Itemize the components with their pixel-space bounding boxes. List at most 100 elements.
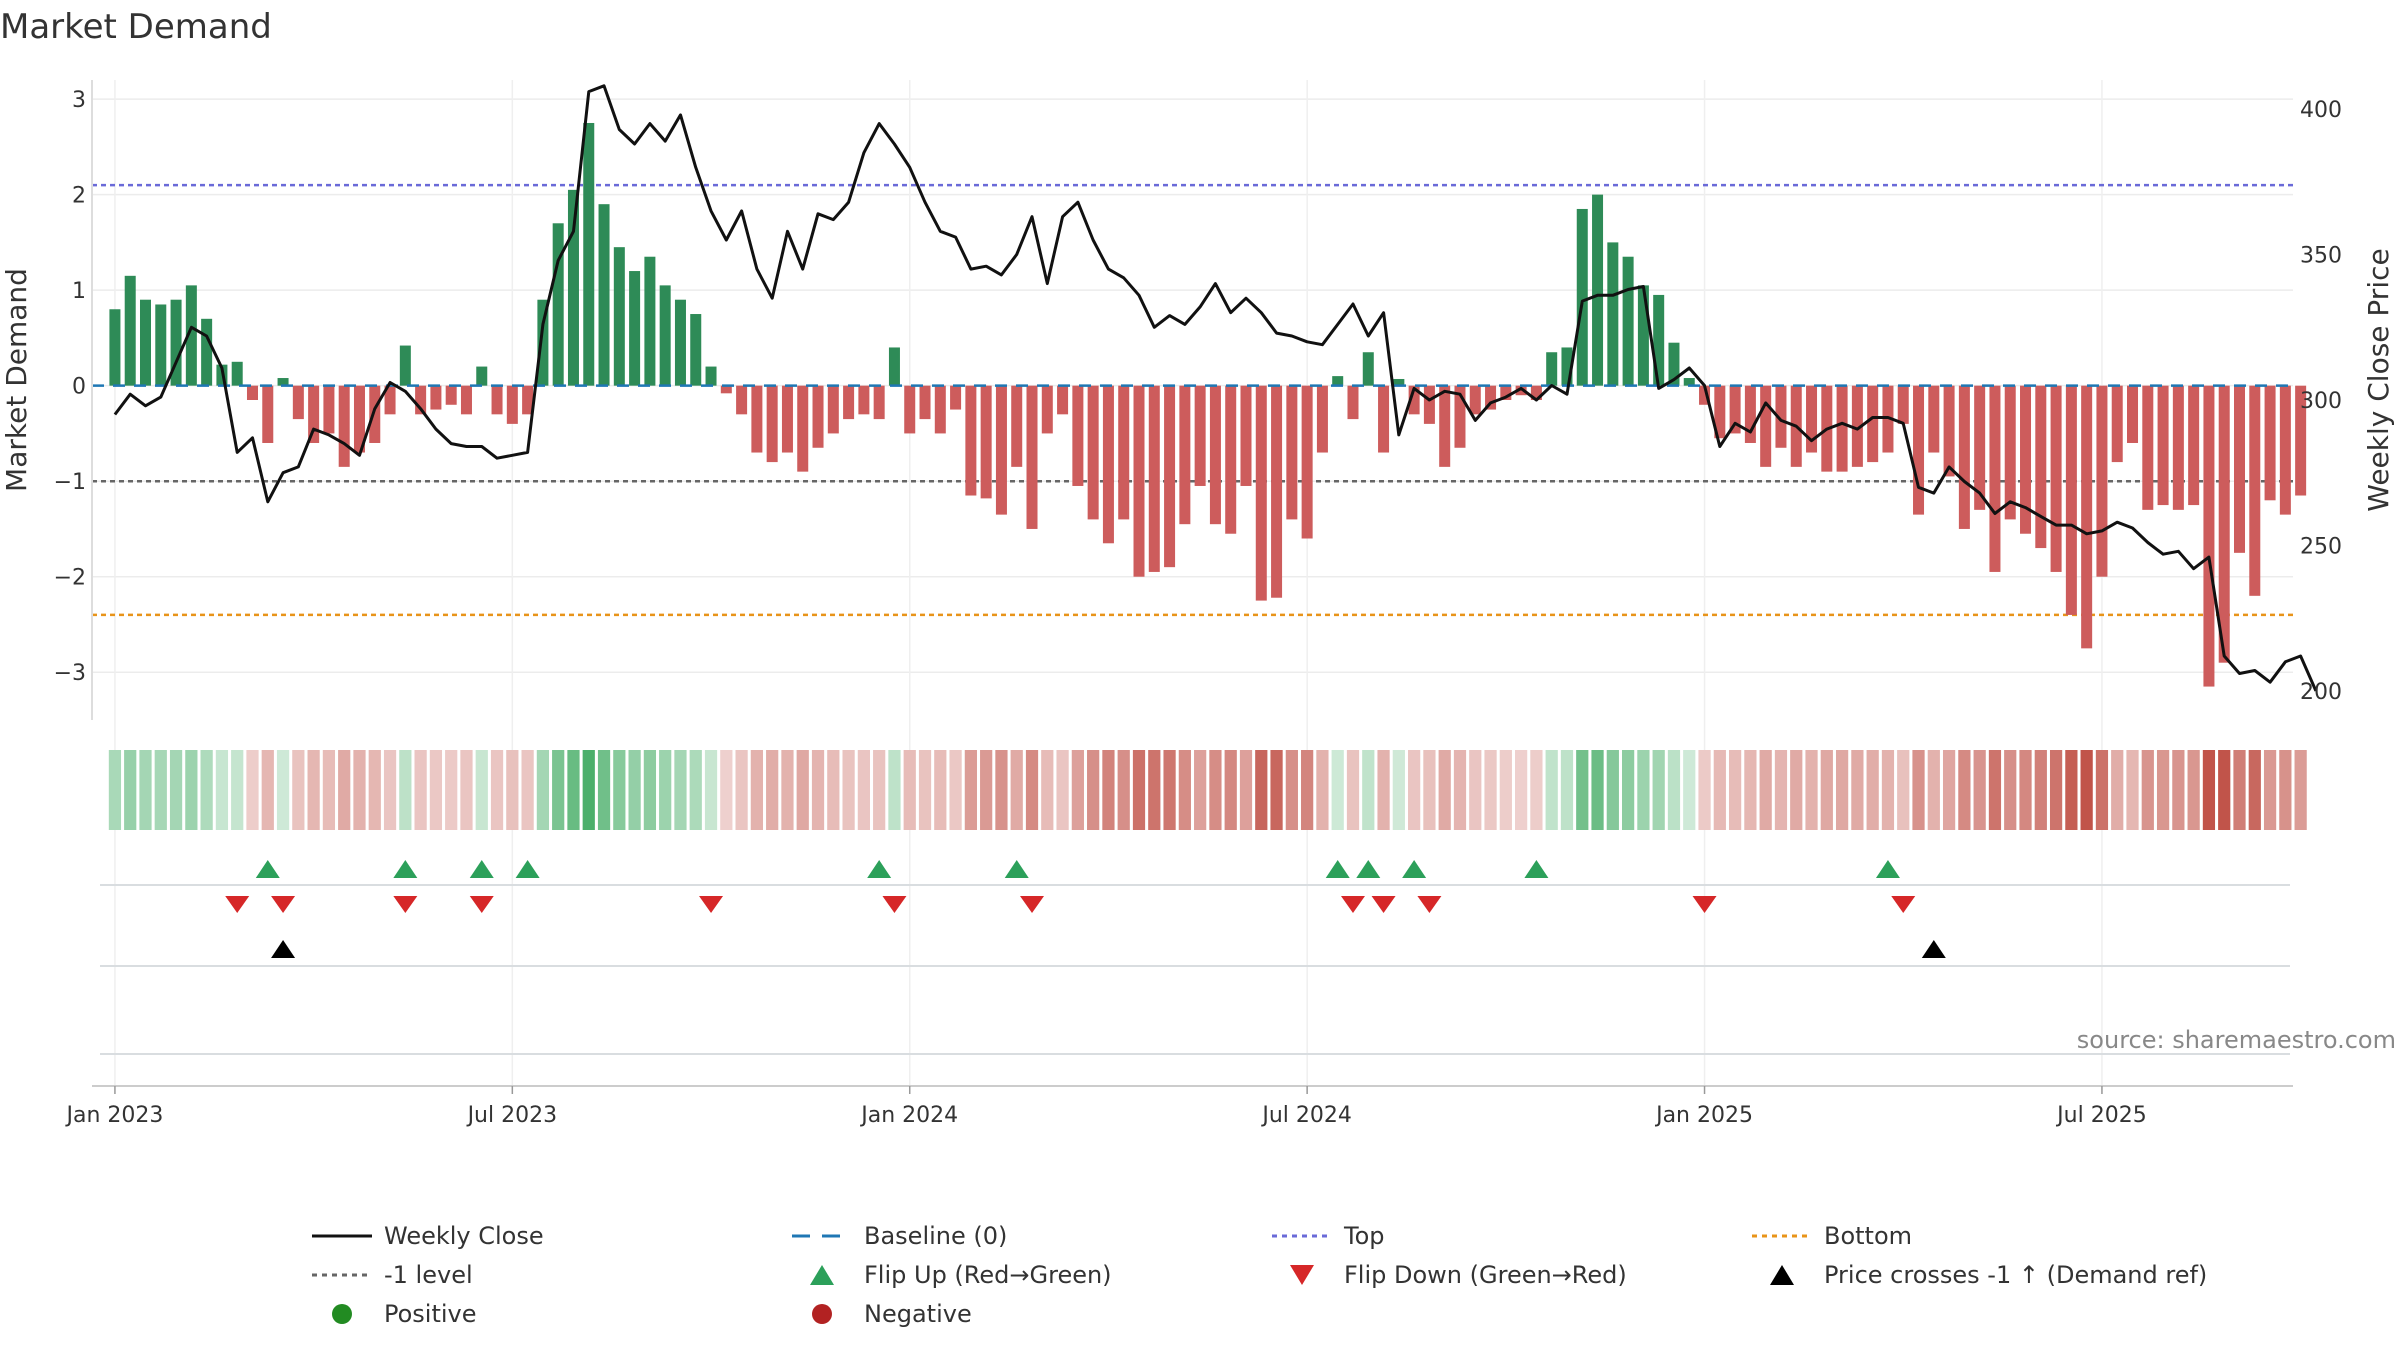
demand-bar-58 [995,385,1007,515]
heat-cell-34 [628,750,641,830]
heat-cell-75 [1255,750,1268,830]
heat-cell-76 [1270,750,1283,830]
flip-up-marker-2 [469,860,494,878]
demand-bar-107 [1744,385,1756,443]
demand-bar-142 [2279,385,2291,515]
heat-cell-1 [124,750,137,830]
demand-bar-129 [2081,385,2093,649]
demand-bar-120 [1943,385,1955,477]
demand-bar-59 [1011,385,1023,467]
flip-down-marker-5 [882,896,907,913]
demand-bar-136 [2188,385,2200,506]
demand-bar-64 [1087,385,1099,520]
heat-cell-32 [597,750,611,830]
heat-cell-131 [2111,750,2124,830]
flip-up-marker-4 [867,860,892,878]
demand-bar-123 [1989,385,2001,572]
demand-bar-9 [246,385,258,400]
flip-down-marker-7 [1340,896,1365,913]
flip-up-marker-8 [1402,860,1427,878]
demand-bar-103 [1683,378,1695,386]
demand-bar-86 [1423,385,1435,424]
demand-bar-25 [491,385,503,415]
demand-bar-94 [1546,352,1558,386]
heat-cell-70 [1178,750,1191,830]
legend-price-cross-swatch [1770,1265,1794,1285]
legend-bottom: Bottom [1824,1222,1912,1250]
y-tick-0: 3 [72,88,86,113]
flip-up-marker-1 [393,860,418,878]
heat-cell-78 [1301,750,1314,830]
legend-top: Top [1343,1222,1385,1250]
heat-cell-45 [796,750,809,830]
demand-bar-53 [919,385,931,420]
flip-up-markers [255,860,1900,878]
heat-cell-139 [2233,750,2246,830]
demand-bar-47 [827,385,839,434]
demand-bar-60 [1026,385,1038,529]
heat-cell-113 [1835,750,1849,830]
flip-down-marker-4 [699,896,724,913]
y-tick-6: −3 [54,661,86,686]
demand-bar-139 [2234,385,2246,553]
demand-bar-95 [1561,347,1573,386]
demand-bar-138 [2218,385,2230,663]
heat-cell-42 [750,750,763,830]
heat-cell-112 [1820,750,1833,830]
heat-cell-114 [1851,750,1864,830]
heat-cell-82 [1362,750,1375,830]
heat-cell-115 [1866,750,1879,830]
heat-cell-111 [1805,750,1818,830]
demand-bar-40 [720,385,732,394]
demand-bar-96 [1576,208,1588,386]
demand-bar-49 [858,385,870,415]
legend-negative: Negative [864,1300,972,1328]
flip-up-marker-6 [1325,860,1350,878]
heat-cell-63 [1071,750,1084,830]
demand-bar-20 [415,385,427,415]
heat-cell-92 [1515,750,1528,830]
heat-cell-85 [1408,750,1421,830]
heat-cell-122 [1973,750,1986,830]
demand-bar-62 [1057,385,1069,415]
demand-bar-106 [1729,385,1741,434]
heat-cell-104 [1698,750,1711,830]
demand-bar-33 [613,247,625,386]
flip-down-marker-0 [225,896,250,913]
flip-down-marker-10 [1692,896,1717,913]
heat-cell-123 [1988,750,2002,830]
demand-bar-133 [2142,385,2154,510]
demand-bar-98 [1607,242,1619,386]
heat-cell-46 [811,750,825,830]
heat-cell-129 [2080,750,2093,830]
flip-down-marker-2 [393,896,418,913]
legend-flip-up-swatch [810,1265,834,1285]
demand-bar-23 [460,385,472,415]
demand-bar-119 [1928,385,1940,453]
flip-up-marker-9 [1524,860,1549,878]
y-tick-3: 0 [72,375,86,400]
heat-cell-102 [1667,750,1681,830]
gridlines [92,80,2293,1086]
demand-bar-140 [2249,385,2261,596]
demand-bar-41 [736,385,748,415]
heat-cell-19 [399,750,412,830]
demand-bar-51 [888,347,900,386]
demand-bar-38 [690,314,702,386]
heat-cell-33 [613,750,626,830]
y2-tick-3: 250 [2300,534,2342,559]
heat-cell-121 [1958,750,1971,830]
demand-bar-76 [1271,385,1283,598]
heat-cell-18 [383,750,397,830]
heat-cell-49 [857,750,870,830]
heat-cell-126 [2034,750,2047,830]
heat-cell-31 [582,750,595,830]
demand-bar-84 [1393,378,1405,386]
demand-bar-99 [1622,256,1634,386]
demand-bar-1 [124,275,136,386]
demand-bar-30 [567,189,579,386]
legend-flip-down: Flip Down (Green→Red) [1344,1261,1627,1289]
heat-cell-73 [1224,750,1237,830]
heat-cell-3 [154,750,167,830]
